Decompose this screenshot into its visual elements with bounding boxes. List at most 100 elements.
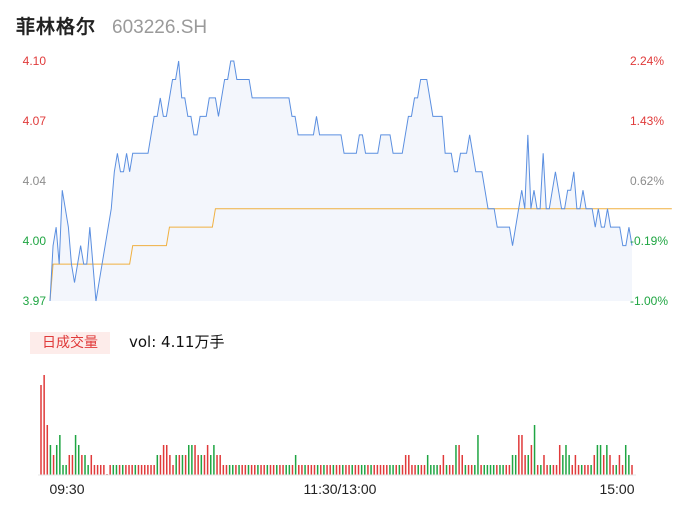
volume-bar xyxy=(426,455,429,475)
volume-bar xyxy=(71,455,74,475)
volume-bar xyxy=(77,445,80,475)
volume-bar xyxy=(590,465,592,475)
volume-bar xyxy=(153,465,155,475)
volume-bar xyxy=(417,465,419,475)
volume-bar xyxy=(552,465,555,475)
volume-bar xyxy=(263,465,265,475)
volume-bar xyxy=(228,465,231,475)
volume-bar xyxy=(147,465,149,475)
volume-bar xyxy=(55,445,58,475)
volume-bar xyxy=(593,455,596,475)
volume-bar xyxy=(172,465,174,475)
volume-bar xyxy=(345,465,347,475)
volume-bar xyxy=(543,455,545,475)
volume-bar xyxy=(216,455,218,475)
volume-bar xyxy=(599,445,602,475)
volume-bar xyxy=(40,385,42,475)
volume-bar xyxy=(332,465,335,475)
volume-bar xyxy=(254,465,256,475)
volume-bar xyxy=(266,465,269,475)
volume-bar xyxy=(52,455,55,475)
volume-bar xyxy=(109,465,111,475)
volume-bar xyxy=(562,455,564,475)
volume-bar xyxy=(398,465,401,475)
volume-bar xyxy=(68,455,71,475)
volume-bar xyxy=(467,465,470,475)
volume-bar xyxy=(162,445,165,475)
volume-bar xyxy=(370,465,372,475)
volume-bar xyxy=(175,455,177,475)
price-tick-label: 4.07 xyxy=(23,114,47,128)
volume-bar xyxy=(159,455,162,475)
volume-bar xyxy=(301,465,303,475)
volume-bar xyxy=(244,465,247,475)
change-tick-label: -0.19% xyxy=(630,234,668,248)
volume-bar xyxy=(499,465,501,475)
volume-bar xyxy=(631,465,633,475)
volume-bar xyxy=(505,465,508,475)
price-tick-label: 4.04 xyxy=(23,174,47,188)
volume-bar xyxy=(169,455,171,475)
change-tick-label: 1.43% xyxy=(630,114,664,128)
volume-bar xyxy=(382,465,385,475)
volume-bar xyxy=(156,455,159,475)
volume-bar xyxy=(131,465,133,475)
volume-bar xyxy=(389,465,391,475)
volume-bar xyxy=(549,465,552,475)
volume-bar xyxy=(436,465,438,475)
volume-bar xyxy=(624,445,627,475)
volume-bar xyxy=(225,465,228,475)
volume-bar xyxy=(46,425,49,475)
volume-bar xyxy=(269,465,272,475)
volume-bar xyxy=(354,465,357,475)
average-price-line xyxy=(49,208,672,302)
volume-bar xyxy=(474,465,476,475)
volume-bar xyxy=(486,465,489,475)
volume-bar xyxy=(464,465,467,475)
volume-bar xyxy=(49,445,52,475)
price-line xyxy=(49,60,633,302)
volume-bar xyxy=(118,465,121,475)
volume-bar xyxy=(540,465,542,475)
price-tick-label: 4.00 xyxy=(23,234,47,248)
volume-bar xyxy=(606,445,608,475)
volume-bar xyxy=(304,465,306,475)
volume-bar xyxy=(191,445,193,475)
volume-bar xyxy=(558,445,561,475)
volume-bar xyxy=(615,465,618,475)
volume-bar xyxy=(184,455,187,475)
volume-bar xyxy=(81,455,83,475)
volume-bar xyxy=(165,445,168,475)
volume-bar xyxy=(335,465,338,475)
volume-bar xyxy=(178,455,181,475)
volume-bar xyxy=(521,435,523,475)
volume-bar xyxy=(134,465,137,475)
volume-bar xyxy=(87,465,89,475)
volume-bar xyxy=(408,455,410,475)
volume-bar xyxy=(392,465,394,475)
change-tick-label: 0.62% xyxy=(630,174,664,188)
volume-bar xyxy=(502,465,504,475)
volume-bar xyxy=(489,465,492,475)
volume-summary: vol: 4.11万手 xyxy=(129,333,225,351)
volume-bar xyxy=(376,465,379,475)
volume-bar xyxy=(342,465,344,475)
volume-bar xyxy=(260,465,262,475)
volume-bar xyxy=(461,455,463,475)
volume-bar xyxy=(609,455,611,475)
volume-bar xyxy=(530,445,533,475)
volume-bar xyxy=(533,425,536,475)
volume-bar xyxy=(137,465,140,475)
volume-bar xyxy=(115,465,118,475)
volume-bar xyxy=(247,465,250,475)
volume-bar xyxy=(323,465,325,475)
price-area xyxy=(50,61,632,301)
volume-bar xyxy=(373,465,375,475)
volume-bar xyxy=(480,465,482,475)
daily-volume-tag[interactable]: 日成交量 xyxy=(30,332,110,354)
volume-bar xyxy=(128,465,130,475)
volume-bar xyxy=(219,455,221,475)
change-tick-label: 2.24% xyxy=(630,54,664,68)
volume-bar xyxy=(404,455,407,475)
volume-bar xyxy=(514,455,517,475)
